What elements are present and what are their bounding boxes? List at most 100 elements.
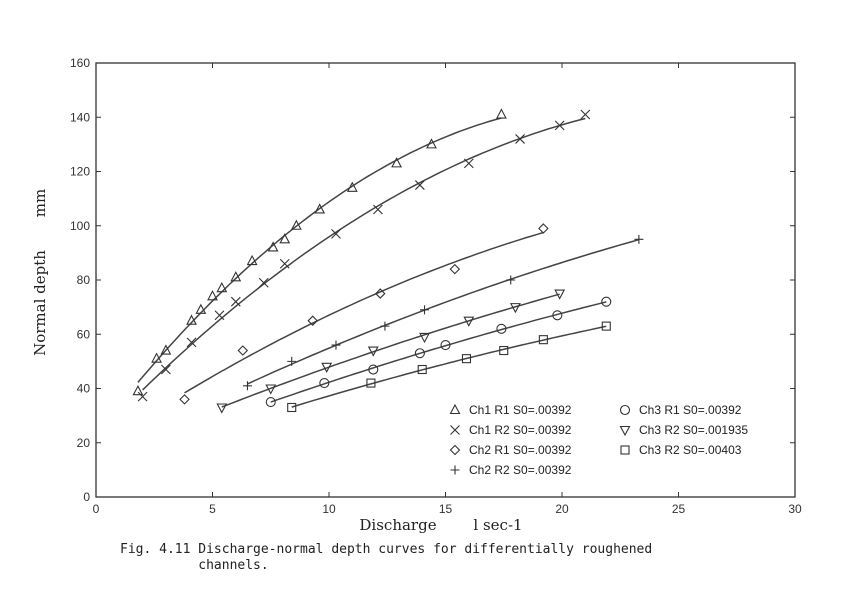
data-point bbox=[368, 364, 379, 375]
data-point bbox=[230, 296, 241, 307]
legend-label: Ch1 R1 S0=.00392 bbox=[469, 403, 572, 417]
data-point bbox=[331, 228, 341, 239]
y-tick-label: 20 bbox=[77, 436, 91, 450]
x-axis-label: Discharge bbox=[359, 516, 436, 534]
y-tick-label: 160 bbox=[70, 56, 90, 70]
data-point bbox=[207, 290, 218, 301]
series-7 bbox=[287, 321, 611, 413]
series-line bbox=[247, 238, 640, 385]
caption-line-1: Fig. 4.11 Discharge-normal depth curves … bbox=[120, 542, 653, 557]
data-point bbox=[509, 303, 521, 314]
y-axis-label: Normal depth bbox=[31, 250, 49, 356]
data-point bbox=[186, 337, 197, 348]
y-tick-label: 0 bbox=[83, 490, 90, 504]
legend-item: Ch2 R2 S0=.00392 bbox=[450, 463, 572, 477]
legend-marker bbox=[450, 465, 460, 475]
data-point bbox=[374, 288, 386, 299]
data-point bbox=[216, 281, 228, 293]
data-point bbox=[461, 354, 472, 364]
legend-marker bbox=[449, 444, 461, 456]
y-tick-label: 60 bbox=[77, 327, 91, 341]
figure-caption: Fig. 4.11 Discharge-normal depth curves … bbox=[120, 542, 780, 574]
data-point bbox=[496, 108, 507, 119]
legend-item: Ch1 R1 S0=.00392 bbox=[449, 403, 572, 417]
data-point bbox=[186, 314, 197, 325]
data-point bbox=[506, 275, 516, 285]
legend-label: Ch3 R1 S0=.00392 bbox=[639, 403, 742, 417]
data-point bbox=[279, 258, 290, 269]
data-point bbox=[440, 340, 451, 351]
legend-item: Ch3 R2 S0=.001935 bbox=[619, 423, 748, 437]
series-line bbox=[221, 293, 560, 408]
x-tick-label: 0 bbox=[93, 502, 100, 516]
data-point bbox=[179, 394, 190, 405]
x-tick-label: 15 bbox=[439, 502, 453, 516]
data-point bbox=[554, 289, 566, 300]
data-point bbox=[346, 181, 358, 192]
series-line bbox=[142, 117, 586, 391]
series-6 bbox=[216, 289, 566, 414]
series-layer bbox=[132, 108, 644, 414]
x-tick-label: 25 bbox=[672, 502, 686, 516]
y-tick-label: 100 bbox=[70, 219, 90, 233]
data-point bbox=[601, 321, 611, 331]
x-tick-label: 20 bbox=[555, 502, 569, 516]
data-point bbox=[380, 321, 390, 331]
series-2 bbox=[137, 109, 591, 402]
data-point bbox=[420, 305, 430, 315]
series-3 bbox=[179, 223, 549, 405]
data-point bbox=[538, 335, 548, 345]
legend-label: Ch3 R2 S0=.00403 bbox=[639, 443, 742, 457]
data-point bbox=[499, 345, 509, 356]
legend-item: Ch2 R1 S0=.00392 bbox=[449, 443, 572, 457]
data-point bbox=[367, 346, 379, 357]
data-point bbox=[314, 203, 326, 214]
data-point bbox=[496, 323, 507, 334]
data-point bbox=[449, 263, 461, 275]
data-point bbox=[515, 134, 525, 144]
data-point bbox=[580, 109, 591, 120]
data-point bbox=[331, 340, 341, 350]
legend-marker bbox=[450, 425, 460, 435]
y-tick-label: 140 bbox=[70, 110, 90, 124]
data-point bbox=[538, 223, 549, 234]
data-point bbox=[237, 345, 249, 356]
data-point bbox=[391, 157, 402, 168]
data-point bbox=[552, 310, 563, 321]
data-point bbox=[265, 397, 276, 408]
data-point bbox=[161, 364, 171, 375]
x-axis-unit: l sec-1 bbox=[473, 516, 522, 534]
legend-label: Ch2 R1 S0=.00392 bbox=[469, 443, 572, 457]
x-tick-label: 5 bbox=[209, 502, 216, 516]
data-point bbox=[287, 402, 297, 413]
series-5 bbox=[265, 296, 612, 408]
data-point bbox=[319, 378, 330, 389]
data-point bbox=[426, 138, 437, 149]
x-tick-label: 10 bbox=[322, 502, 336, 516]
y-tick-label: 120 bbox=[70, 165, 90, 179]
data-point bbox=[267, 241, 279, 252]
data-point bbox=[373, 204, 383, 215]
legend: Ch1 R1 S0=.00392 Ch1 R2 S0=.00392 Ch2 R1 S… bbox=[449, 403, 748, 477]
series-line bbox=[291, 325, 607, 408]
data-point bbox=[463, 316, 475, 327]
data-point bbox=[258, 277, 269, 288]
data-point bbox=[417, 364, 427, 375]
data-point bbox=[132, 385, 144, 396]
data-point bbox=[230, 271, 242, 282]
legend-item: Ch3 R1 S0=.00392 bbox=[619, 403, 742, 417]
data-point bbox=[463, 158, 474, 169]
series-line bbox=[184, 231, 544, 394]
data-point bbox=[242, 381, 252, 391]
legend-marker bbox=[449, 403, 461, 415]
data-point bbox=[279, 233, 291, 244]
data-point bbox=[414, 348, 425, 359]
data-point bbox=[216, 403, 228, 414]
data-point bbox=[214, 310, 225, 321]
series-1 bbox=[132, 108, 507, 396]
legend-marker bbox=[619, 404, 631, 416]
legend-label: Ch1 R2 S0=.00392 bbox=[469, 423, 572, 437]
data-point bbox=[554, 120, 565, 131]
data-point bbox=[419, 332, 430, 344]
